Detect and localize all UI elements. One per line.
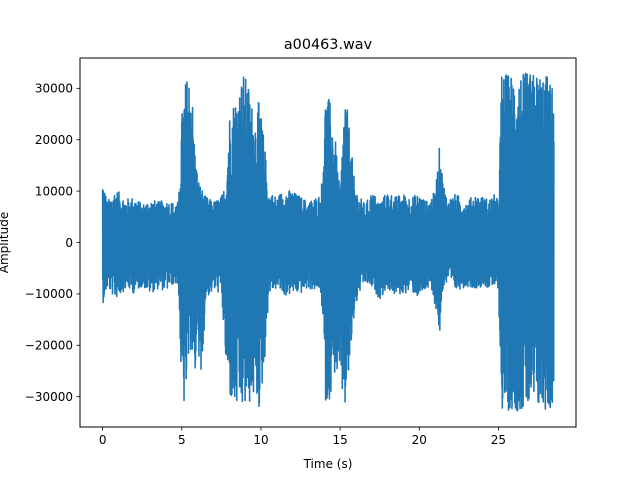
y-tick-label: 0: [65, 236, 73, 250]
y-tick-label: −30000: [25, 390, 73, 404]
y-tick-label: 10000: [35, 184, 73, 198]
x-tick-label: 10: [253, 433, 268, 447]
plot-area: [80, 58, 576, 427]
x-axis-ticks: 0 5 10 15 20 25: [99, 427, 506, 447]
x-axis-label: Time (s): [303, 457, 353, 471]
y-axis-label: Amplitude: [0, 212, 11, 274]
y-tick-label: −10000: [25, 287, 73, 301]
x-tick-label: 15: [332, 433, 347, 447]
y-tick-label: 20000: [35, 133, 73, 147]
x-tick-label: 20: [412, 433, 427, 447]
x-tick-label: 0: [99, 433, 107, 447]
waveform-line: [101, 72, 555, 412]
y-tick-label: 30000: [35, 82, 73, 96]
axes-frame: [79, 57, 577, 428]
y-tick-label: −20000: [25, 339, 73, 353]
series-layer: [101, 72, 555, 412]
x-tick-label: 25: [491, 433, 506, 447]
chart-title: a00463.wav: [284, 37, 373, 53]
x-tick-label: 5: [178, 433, 186, 447]
y-axis-ticks: −30000 −20000 −10000 0 10000 20000 30000: [25, 82, 80, 404]
